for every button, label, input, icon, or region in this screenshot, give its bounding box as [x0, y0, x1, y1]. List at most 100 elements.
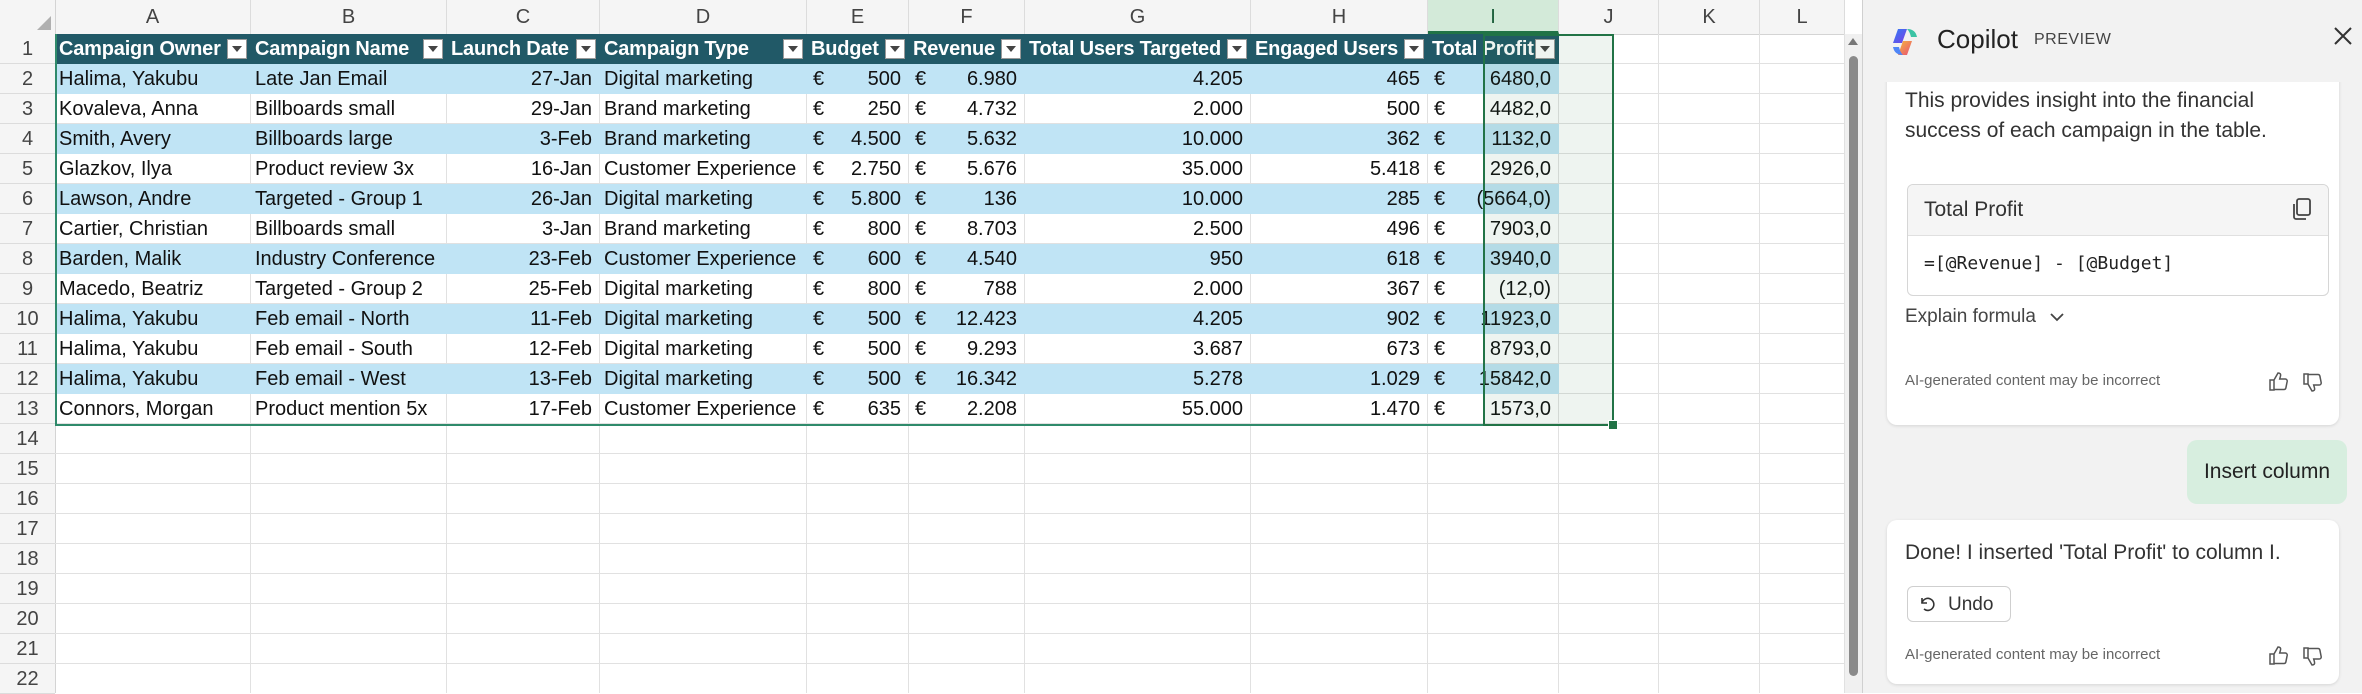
cell-budget[interactable]: 800 [867, 278, 901, 300]
cell-date[interactable]: 16-Jan [530, 158, 592, 180]
cell-profit[interactable]: 6480,0 [1489, 68, 1551, 90]
filter-dropdown-icon[interactable] [227, 39, 247, 59]
column-header-a[interactable]: A [55, 0, 251, 34]
row-header-13[interactable]: 13 [0, 394, 55, 424]
cell-revenue[interactable]: 788 [983, 278, 1017, 300]
cell-budget[interactable]: 500 [867, 368, 901, 390]
cell-date[interactable]: 25-Feb [528, 278, 592, 300]
table-header-cell[interactable]: Total Users Targeted [1029, 38, 1221, 60]
filter-dropdown-icon[interactable] [783, 39, 803, 59]
cell-budget[interactable]: 635 [867, 398, 901, 420]
column-header-h[interactable]: H [1251, 0, 1428, 34]
cell-date[interactable]: 13-Feb [528, 368, 592, 390]
cell-name[interactable]: Late Jan Email [255, 68, 388, 90]
cell-revenue[interactable]: 4.732 [966, 98, 1017, 120]
cell-name[interactable]: Product mention 5x [255, 398, 428, 420]
filter-dropdown-icon[interactable] [885, 39, 905, 59]
row-header-6[interactable]: 6 [0, 184, 55, 214]
filter-dropdown-icon[interactable] [1404, 39, 1424, 59]
column-header-c[interactable]: C [447, 0, 600, 34]
cell-name[interactable]: Industry Conference [255, 248, 436, 270]
cell-type[interactable]: Digital marketing [604, 188, 753, 210]
cell-targeted[interactable]: 55.000 [1181, 398, 1243, 420]
table-header-cell[interactable]: Total Profit [1432, 38, 1534, 60]
row-header-8[interactable]: 8 [0, 244, 55, 274]
cell-date[interactable]: 26-Jan [530, 188, 592, 210]
cell-date[interactable]: 11-Feb [530, 308, 592, 330]
row-header-17[interactable]: 17 [0, 514, 55, 544]
row-header-7[interactable]: 7 [0, 214, 55, 244]
cell-engaged[interactable]: 673 [1386, 338, 1420, 360]
cell-name[interactable]: Billboards small [255, 98, 396, 120]
cell-name[interactable]: Feb email - West [255, 368, 406, 390]
cell-budget[interactable]: 800 [867, 218, 901, 240]
filter-dropdown-icon[interactable] [576, 39, 596, 59]
cell-revenue[interactable]: 5.632 [966, 128, 1017, 150]
cell-type[interactable]: Brand marketing [604, 98, 751, 120]
cell-budget[interactable]: 600 [867, 248, 901, 270]
thumbs-up-icon[interactable] [2267, 370, 2289, 392]
select-all-corner[interactable] [0, 0, 56, 34]
column-header-d[interactable]: D [600, 0, 807, 34]
filter-dropdown-icon[interactable] [1535, 39, 1555, 59]
cell-owner[interactable]: Macedo, Beatriz [59, 278, 204, 300]
cell-targeted[interactable]: 35.000 [1181, 158, 1243, 180]
cell-engaged[interactable]: 362 [1386, 128, 1420, 150]
cell-date[interactable]: 23-Feb [528, 248, 592, 270]
column-header-j[interactable]: J [1559, 0, 1659, 34]
cell-date[interactable]: 12-Feb [528, 338, 592, 360]
vertical-scrollbar[interactable] [1845, 34, 1862, 693]
cell-owner[interactable]: Smith, Avery [59, 128, 171, 150]
cell-profit[interactable]: 7903,0 [1489, 218, 1551, 240]
cell-engaged[interactable]: 902 [1386, 308, 1420, 330]
cell-date[interactable]: 29-Jan [530, 98, 592, 120]
cell-profit[interactable]: 1132,0 [1491, 128, 1551, 150]
column-header-g[interactable]: G [1025, 0, 1251, 34]
cell-owner[interactable]: Barden, Malik [59, 248, 182, 270]
cell-targeted[interactable]: 5.278 [1192, 368, 1243, 390]
cell-date[interactable]: 17-Feb [528, 398, 592, 420]
table-header-cell[interactable]: Revenue [913, 38, 995, 60]
thumbs-down-icon[interactable] [2301, 372, 2323, 394]
cell-type[interactable]: Digital marketing [604, 278, 753, 300]
cell-date[interactable]: 27-Jan [530, 68, 592, 90]
cell-name[interactable]: Targeted - Group 1 [255, 188, 423, 210]
cell-owner[interactable]: Halima, Yakubu [59, 368, 199, 390]
cell-revenue[interactable]: 5.676 [966, 158, 1017, 180]
cell-date[interactable]: 3-Jan [541, 218, 592, 240]
cell-owner[interactable]: Connors, Morgan [59, 398, 214, 420]
cell-type[interactable]: Customer Experience [604, 398, 797, 420]
cell-owner[interactable]: Kovaleva, Anna [59, 98, 198, 120]
row-header-15[interactable]: 15 [0, 454, 55, 484]
row-header-1[interactable]: 1 [0, 34, 55, 64]
table-header-cell[interactable]: Budget [811, 38, 879, 60]
cell-name[interactable]: Feb email - North [255, 308, 410, 330]
cell-profit[interactable]: (12,0) [1498, 278, 1551, 300]
row-header-20[interactable]: 20 [0, 604, 55, 634]
cell-targeted[interactable]: 950 [1209, 248, 1243, 270]
cell-engaged[interactable]: 500 [1386, 98, 1420, 120]
cell-name[interactable]: Product review 3x [255, 158, 414, 180]
cell-budget[interactable]: 500 [867, 308, 901, 330]
cell-profit[interactable]: 3940,0 [1489, 248, 1551, 270]
cell-revenue[interactable]: 136 [983, 188, 1017, 210]
row-header-14[interactable]: 14 [0, 424, 55, 454]
cell-engaged[interactable]: 465 [1386, 68, 1420, 90]
cell-owner[interactable]: Halima, Yakubu [59, 68, 199, 90]
filter-dropdown-icon[interactable] [1227, 39, 1247, 59]
cell-type[interactable]: Brand marketing [604, 218, 751, 240]
cell-revenue[interactable]: 16.342 [955, 368, 1017, 390]
cell-type[interactable]: Digital marketing [604, 68, 753, 90]
cell-targeted[interactable]: 2.500 [1192, 218, 1243, 240]
cell-type[interactable]: Digital marketing [604, 308, 753, 330]
cell-owner[interactable]: Lawson, Andre [59, 188, 192, 210]
cell-profit[interactable]: 2926,0 [1489, 158, 1551, 180]
column-header-f[interactable]: F [909, 0, 1025, 34]
thumbs-down-icon[interactable] [2301, 646, 2323, 668]
row-header-16[interactable]: 16 [0, 484, 55, 514]
table-header-cell[interactable]: Campaign Name [255, 38, 410, 60]
cell-budget[interactable]: 5.800 [850, 188, 901, 210]
cell-owner[interactable]: Cartier, Christian [59, 218, 208, 240]
cell-engaged[interactable]: 1.470 [1369, 398, 1420, 420]
